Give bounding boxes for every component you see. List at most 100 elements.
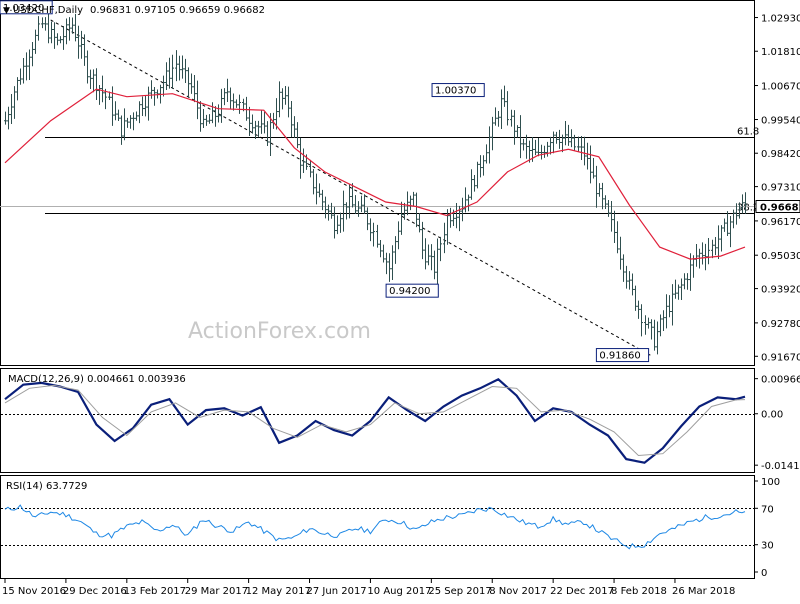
price-bar	[147, 86, 150, 121]
price-bar	[476, 161, 479, 189]
price-bar	[117, 109, 120, 122]
price-tick-label: 1.02930	[761, 14, 800, 25]
price-bar	[488, 126, 491, 164]
price-bar	[190, 73, 193, 94]
price-bar	[86, 50, 89, 84]
price-bar	[656, 321, 659, 355]
price-bar	[613, 210, 616, 244]
trendline	[50, 19, 651, 356]
price-tick-label: 0.98420	[761, 149, 800, 160]
price-bar	[354, 195, 357, 214]
price-bar	[385, 252, 388, 275]
price-bar	[278, 81, 281, 118]
price-bar	[7, 106, 10, 130]
price-bar	[677, 284, 680, 300]
price-bar	[223, 88, 226, 106]
price-bar	[391, 245, 394, 281]
price-bar	[129, 115, 132, 129]
price-bar	[345, 202, 348, 220]
price-bar	[208, 114, 211, 124]
x-tick-label: 13 Feb 2017	[124, 586, 186, 597]
price-bar	[293, 116, 296, 138]
price-bar	[500, 89, 503, 129]
price-bar	[686, 273, 689, 290]
price-bar	[217, 104, 220, 123]
price-bar	[382, 244, 385, 263]
price-bar	[491, 116, 494, 151]
price-bar	[50, 21, 53, 44]
price-bar	[193, 74, 196, 103]
price-bar	[284, 85, 287, 105]
price-bar	[287, 86, 290, 118]
price-bar	[525, 134, 528, 159]
price-bar	[583, 136, 586, 166]
annotation-text: 1.00370	[435, 86, 476, 97]
price-bar	[232, 93, 235, 111]
price-bar	[522, 138, 525, 151]
price-bar	[637, 300, 640, 319]
price-bar	[735, 203, 738, 225]
price-bar	[302, 148, 305, 174]
annotation-2: 0.94200	[385, 283, 439, 298]
price-bar	[59, 36, 62, 44]
price-bar	[376, 224, 379, 248]
price-bar	[573, 134, 576, 151]
price-bar	[607, 200, 610, 217]
annotation-text: 1.03420	[3, 3, 44, 14]
price-bar	[123, 108, 126, 141]
price-bar	[4, 111, 7, 125]
price-bar	[312, 169, 315, 195]
price-bar	[56, 33, 59, 46]
symbol-dropdown-icon[interactable]: ▼	[3, 6, 10, 16]
price-bar	[369, 218, 372, 242]
price-bar	[211, 102, 214, 124]
price-bar	[321, 189, 324, 211]
x-tick-label: 8 Nov 2017	[489, 586, 547, 597]
price-bar	[104, 88, 107, 110]
x-tick-label: 29 Dec 2016	[63, 586, 127, 597]
price-bar	[175, 50, 178, 82]
price-bar	[680, 278, 683, 300]
price-bar	[19, 68, 22, 85]
price-bar	[549, 136, 552, 155]
price-bar	[330, 202, 333, 219]
price-bar	[683, 273, 686, 290]
price-bar	[324, 196, 327, 219]
price-bar	[528, 140, 531, 163]
price-bar	[598, 183, 601, 197]
price-bar	[482, 155, 485, 176]
annotation-1: 1.00370	[431, 83, 485, 98]
price-bar	[534, 139, 537, 156]
fib-label-0: 61.8	[737, 127, 759, 138]
x-tick-label: 8 Feb 2018	[611, 586, 667, 597]
price-bar	[537, 137, 540, 157]
price-bar	[251, 114, 254, 134]
price-bar	[738, 202, 741, 219]
price-bar	[604, 195, 607, 210]
price-bar	[89, 69, 92, 90]
price-bar	[519, 115, 522, 159]
price-bar	[412, 191, 415, 207]
price-bar	[336, 215, 339, 235]
x-tick-label: 27 Jun 2017	[307, 586, 367, 597]
price-bar	[506, 91, 509, 126]
price-bar	[625, 265, 628, 289]
price-bar	[717, 225, 720, 260]
annotation-box	[0, 0, 53, 15]
macd-line	[4, 377, 746, 464]
current-price-tag	[755, 200, 800, 213]
price-bar	[202, 109, 205, 128]
price-bar	[494, 107, 497, 126]
price-bar	[168, 57, 171, 89]
watermark: ActionForex.com	[188, 319, 371, 344]
price-bar	[510, 109, 513, 127]
price-bar	[254, 120, 257, 140]
price-bar	[138, 101, 141, 124]
price-bar	[394, 236, 397, 264]
price-bar	[631, 273, 634, 296]
price-bar	[34, 29, 37, 54]
macd-tick-label: -0.014171	[761, 461, 800, 472]
rsi-title: RSI(14) 63.7729	[6, 481, 87, 492]
price-bar	[229, 87, 232, 109]
price-bar	[400, 201, 403, 235]
